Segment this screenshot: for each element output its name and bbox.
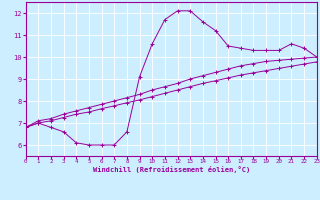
X-axis label: Windchill (Refroidissement éolien,°C): Windchill (Refroidissement éolien,°C)	[92, 166, 250, 173]
